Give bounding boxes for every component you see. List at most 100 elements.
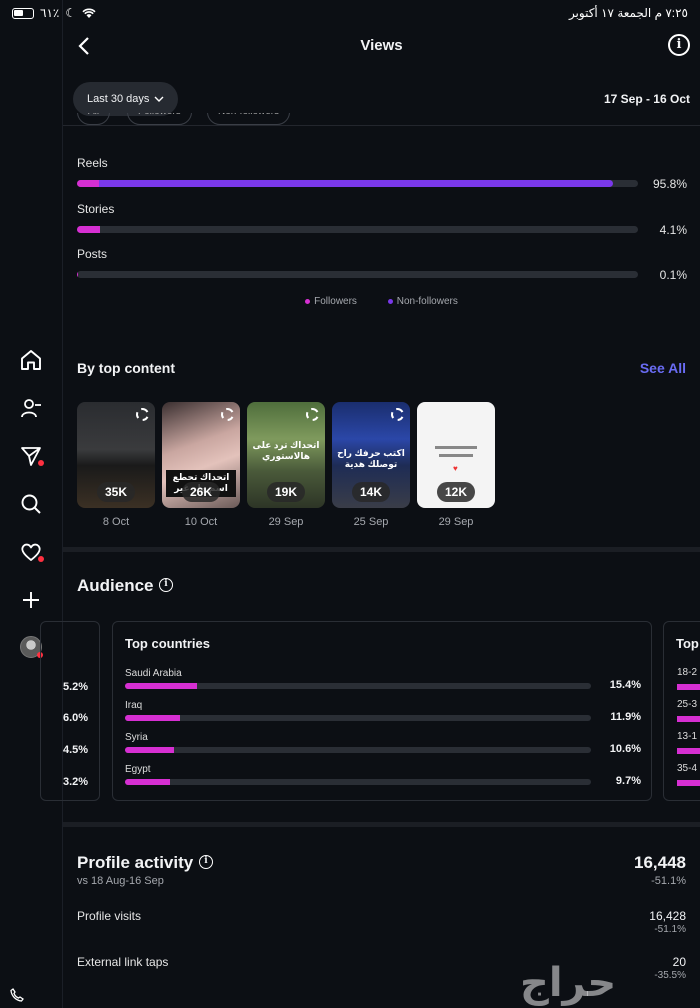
legend-non-followers: Non-followers: [387, 296, 458, 307]
legend-followers: Followers: [305, 296, 357, 307]
breakdown-bar: [77, 180, 638, 187]
avatar[interactable]: [20, 636, 42, 658]
content-date: 29 Sep: [438, 516, 474, 528]
age-label: 13-1: [677, 731, 698, 742]
views-badge: 19K: [266, 482, 306, 502]
legend-followers-label: Followers: [314, 296, 357, 307]
activity-value: 16,428: [649, 909, 686, 923]
content-date: 29 Sep: [268, 516, 304, 528]
loading-icon: [221, 408, 234, 421]
content-thumbnail[interactable]: 35K: [77, 402, 155, 508]
country-bar: [125, 715, 591, 721]
content-thumbnail[interactable]: اكتب حرفك راح توصلك هدية 14K: [332, 402, 410, 508]
info-icon[interactable]: i: [668, 34, 690, 56]
country-bar: [125, 683, 591, 689]
send-icon[interactable]: [19, 444, 44, 468]
left-nav-rail: [0, 0, 63, 1008]
content-caption: اتحداك ترد على هالاستوري: [252, 440, 320, 462]
heart-icon[interactable]: [19, 540, 44, 564]
content-thumbnail[interactable]: اتحداك تحطع اسم ولد غير 26K: [162, 402, 240, 508]
partial-percent: 3.2%: [63, 776, 89, 788]
views-badge: 12K: [436, 482, 476, 502]
phone-icon[interactable]: [10, 988, 24, 1002]
age-bar-fill: [677, 684, 700, 690]
country-percent: 10.6%: [609, 743, 641, 755]
content-date: 25 Sep: [353, 516, 389, 528]
country-percent: 9.7%: [615, 775, 641, 787]
breakdown-row: Reels 95.8%: [77, 156, 687, 196]
profile-activity-title: Profile activity: [77, 853, 194, 872]
partial-percent: 6.0%: [63, 712, 89, 724]
date-range-text: 17 Sep - 16 Oct: [603, 92, 690, 106]
comparison-period: vs 18 Aug-16 Sep: [77, 875, 164, 887]
country-name: Syria: [125, 732, 148, 743]
date-range-dropdown[interactable]: Last 30 days: [73, 82, 179, 116]
activity-value: 20: [672, 955, 686, 969]
views-badge: 26K: [181, 482, 221, 502]
breakdown-label: Reels: [77, 156, 108, 170]
top-bar: Views i: [63, 28, 700, 68]
status-bar: ٦١٪ ☾ ٧:٢٥ م الجمعة ١٧ أكتوبر: [0, 0, 700, 28]
legend-non-followers-label: Non-followers: [396, 296, 458, 307]
see-all-link[interactable]: See All: [639, 360, 686, 376]
breakdown-percent: 0.1%: [659, 268, 687, 282]
loading-icon: [306, 408, 319, 421]
content-date: 10 Oct: [184, 516, 218, 528]
page-title: Views: [360, 37, 403, 54]
create-plus-icon[interactable]: [19, 588, 43, 612]
home-icon[interactable]: [19, 348, 43, 372]
profile-activity-change: -51.1%: [651, 875, 686, 887]
breakdown-row: Posts 0.1%: [77, 247, 687, 287]
chip-all[interactable]: All: [77, 113, 111, 125]
partial-card-title: Top: [676, 636, 699, 651]
notification-dot: [38, 460, 44, 466]
audience-card-partial-right: Top: [663, 621, 700, 801]
age-bar-fill: [677, 780, 700, 786]
age-label: 35-4: [677, 763, 698, 774]
age-label: 25-3: [677, 699, 698, 710]
section-divider: [63, 822, 700, 827]
country-bar-fill: [125, 683, 197, 689]
country-bar-fill: [125, 779, 171, 785]
profile-activity-total: 16,448: [634, 853, 686, 872]
followers-fill: [77, 180, 100, 187]
info-icon[interactable]: i: [199, 855, 213, 869]
search-icon[interactable]: [19, 492, 43, 516]
partial-percent: 5.2%: [63, 681, 89, 693]
top-countries-title: Top countries: [125, 636, 210, 651]
age-bar-fill: [677, 716, 700, 722]
status-left: ٦١٪ ☾: [12, 6, 96, 20]
country-name: Saudi Arabia: [125, 668, 182, 679]
back-button[interactable]: [73, 34, 97, 58]
country-bar-fill: [125, 715, 181, 721]
chevron-down-icon: [154, 96, 164, 102]
country-row: Syria 10.6%: [125, 732, 641, 762]
loading-icon: [391, 408, 404, 421]
followers-fill: [77, 226, 100, 233]
chevron-left-icon: [78, 37, 89, 55]
breakdown-label: Stories: [77, 202, 115, 216]
breakdown-percent: 95.8%: [652, 177, 687, 191]
breakdown-bar: [77, 271, 638, 278]
content-thumbnail[interactable]: ♥ 12K: [417, 402, 495, 508]
date-filter-bar: Last 30 days 17 Sep - 16 Oct: [63, 82, 700, 126]
status-time: ٧:٢٥ م الجمعة ١٧ أكتوبر: [568, 6, 688, 20]
content-thumbnail[interactable]: اتحداك ترد على هالاستوري 19K: [247, 402, 325, 508]
country-name: Iraq: [125, 700, 143, 711]
legend-dot: [305, 298, 311, 304]
breakdown-percent: 4.1%: [659, 223, 687, 237]
info-icon[interactable]: i: [159, 578, 173, 592]
chip-non-followers[interactable]: Non-followers: [207, 113, 291, 125]
country-bar: [125, 747, 591, 753]
followers-fill: [77, 271, 78, 278]
breakdown-legend: Followers Non-followers: [63, 296, 700, 307]
breakdown-bar: [77, 226, 638, 233]
battery-icon: [12, 7, 34, 19]
accounts-icon[interactable]: [19, 396, 43, 420]
country-row: Iraq 11.9%: [125, 700, 641, 730]
battery-level: ٦١٪: [40, 6, 60, 20]
country-row: Egypt 9.7%: [125, 764, 641, 794]
legend-dot: [387, 298, 393, 304]
chip-followers[interactable]: Followers: [127, 113, 192, 125]
non-followers-fill: [99, 180, 613, 187]
